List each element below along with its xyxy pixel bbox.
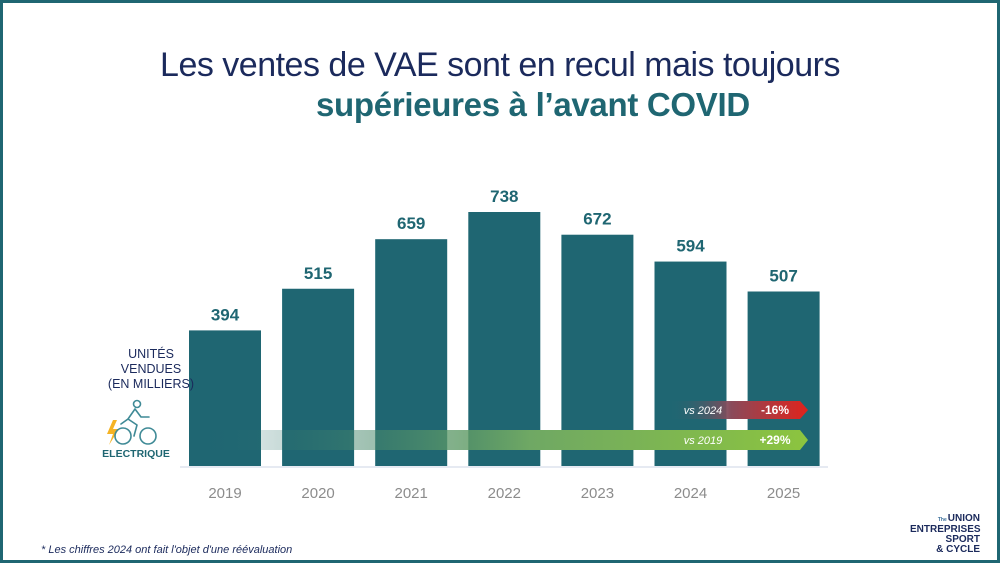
annotation-label: vs 2024 [684,405,723,417]
x-tick-label: 2019 [208,485,241,502]
value-label: 594 [676,237,705,256]
value-label: 515 [304,264,332,283]
title-line-1: Les ventes de VAE sont en recul mais tou… [160,46,840,84]
footnote: * Les chiffres 2024 ont fait l'objet d'u… [41,544,293,556]
x-tick-label: 2024 [674,485,707,502]
x-tick-label: 2022 [488,485,521,502]
value-label: 672 [583,210,611,229]
x-tick-label: 2020 [301,485,334,502]
logo-line-0: The [937,517,947,523]
value-label: 659 [397,214,425,233]
union-sport-cycle-logo: TheUNION ENTREPRISES SPORT & CYCLE [910,513,981,555]
logo-line-3: SPORT [945,534,980,545]
value-label: 507 [769,267,797,286]
electric-bike-icon [104,398,164,446]
logo-line-4: & CYCLE [936,544,980,555]
value-label: 738 [490,187,518,206]
x-tick-label: 2023 [581,485,614,502]
y-axis-label: UNITÉS VENDUES (EN MILLIERS) [96,347,206,392]
annotation-value: +29% [759,433,790,447]
annotation-label: vs 2019 [684,435,723,447]
x-tick-label: 2021 [395,485,428,502]
x-tick-label: 2025 [767,485,800,502]
annotation-value: -16% [761,403,789,417]
annotation-arrow-vs-2019 [190,430,808,450]
y-label-line-2: VENDUES [120,362,182,376]
logo-line-1: UNION [947,513,980,524]
y-label-line-1: UNITÉS [128,347,174,361]
bar-2021 [375,239,448,466]
bar-2022 [468,212,541,466]
annotation-arrow-vs-2024 [668,401,808,419]
category-label: ELECTRIQUE [102,448,170,460]
bar-2023 [561,234,634,466]
logo-line-2: ENTREPRISES [910,524,981,535]
title-line-2: supérieures à l’avant COVID [316,86,750,123]
value-label: 394 [211,305,240,324]
y-label-line-3: (EN MILLIERS) [107,377,195,391]
